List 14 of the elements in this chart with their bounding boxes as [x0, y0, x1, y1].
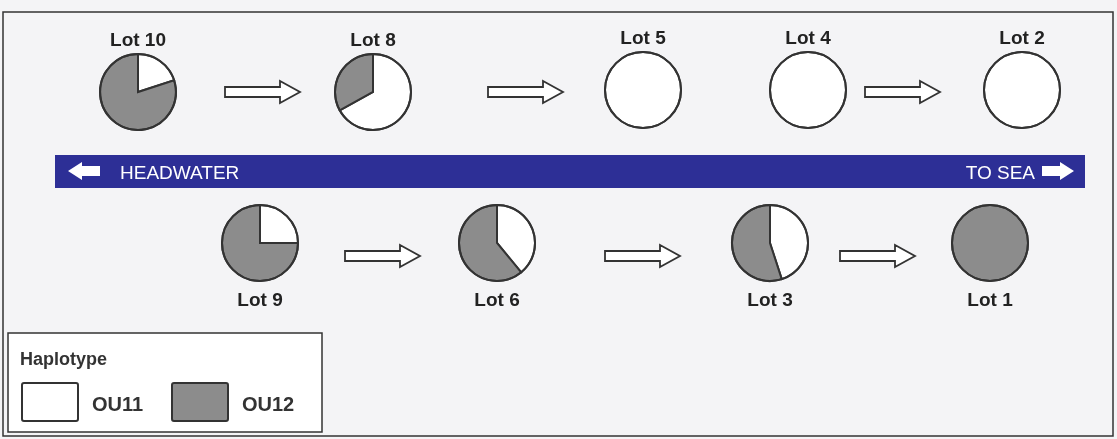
- chart-title: Lot 5: [620, 27, 667, 48]
- legend-label: OU11: [92, 393, 144, 415]
- text: Lot 6: [474, 289, 520, 310]
- chart-title: Lot 8: [350, 29, 396, 50]
- chart-title: Lot 10: [110, 29, 166, 50]
- legend-title: Haplotype: [20, 349, 108, 369]
- text: Lot 9: [237, 289, 283, 310]
- text: Lot 1: [967, 289, 1014, 310]
- text: Lot 3: [747, 289, 793, 310]
- chart-title: Lot 4: [785, 27, 832, 48]
- text: HEADWATER: [120, 162, 240, 183]
- legend-label: OU12: [242, 393, 295, 415]
- chart-title: Lot 2: [999, 27, 1045, 48]
- text: TO SEA: [965, 162, 1036, 183]
